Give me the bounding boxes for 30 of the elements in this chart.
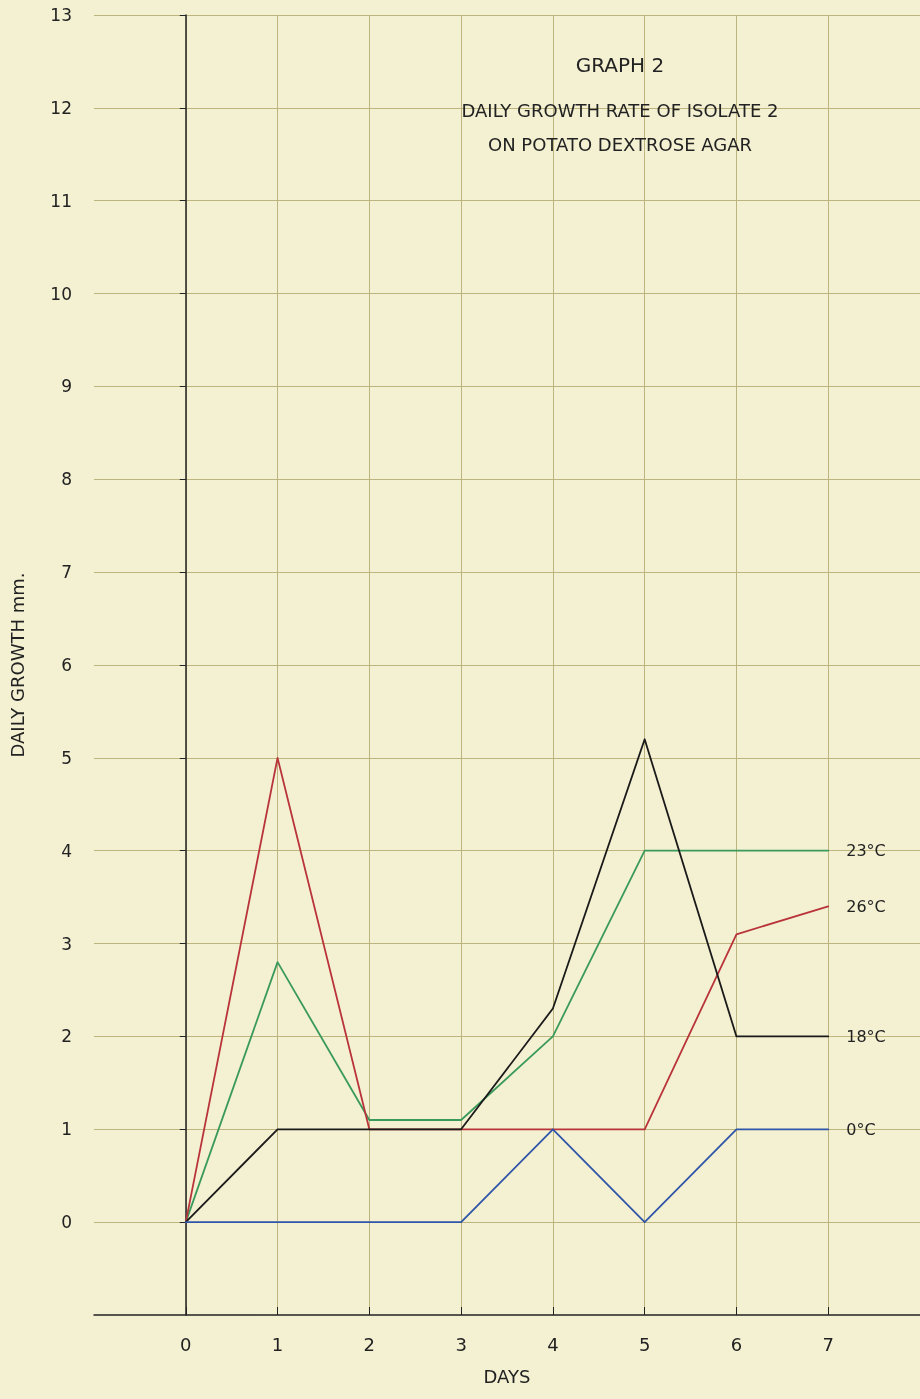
y-axis-title: DAILY GROWTH mm.: [6, 572, 28, 758]
series-label: 23°C: [846, 841, 886, 861]
y-tick-label: 2: [61, 1026, 72, 1047]
y-tick-label: 10: [50, 283, 72, 304]
x-tick-label: 4: [547, 1333, 559, 1355]
x-tick-label: 5: [638, 1333, 651, 1355]
text: GRAPH 2: [575, 53, 665, 77]
y-tick-label: 1: [61, 1119, 72, 1140]
y-tick-label: 13: [50, 5, 72, 25]
x-tick-label: 1: [271, 1333, 284, 1355]
y-tick-label: 4: [61, 840, 72, 861]
x-axis-title: DAYS: [483, 1365, 531, 1387]
y-tick-label: 12: [50, 97, 72, 118]
y-tick-label: 0: [61, 1212, 72, 1233]
y-tick-label: 11: [50, 190, 72, 211]
x-tick-label: 3: [455, 1333, 467, 1355]
series-label: 18°C: [846, 1026, 886, 1046]
series-label: 0°C: [846, 1119, 876, 1139]
y-tick-label: 3: [61, 933, 72, 954]
x-tick-label: 2: [363, 1333, 376, 1355]
y-tick-label: 7: [61, 562, 72, 583]
x-tick-label: 6: [730, 1333, 743, 1355]
x-tick-label: 0: [180, 1333, 192, 1355]
y-tick-label: 6: [61, 655, 72, 675]
y-tick-label: 9: [61, 376, 72, 397]
y-tick-label: 8: [61, 469, 72, 490]
text: DAILY GROWTH RATE OF ISOLATE 2 ON POTATO DEXTROSE AGAR: [461, 99, 779, 155]
y-tick-label: 5: [61, 747, 72, 768]
series-label: 26°C: [846, 896, 886, 916]
x-tick-label: 7: [822, 1333, 834, 1355]
